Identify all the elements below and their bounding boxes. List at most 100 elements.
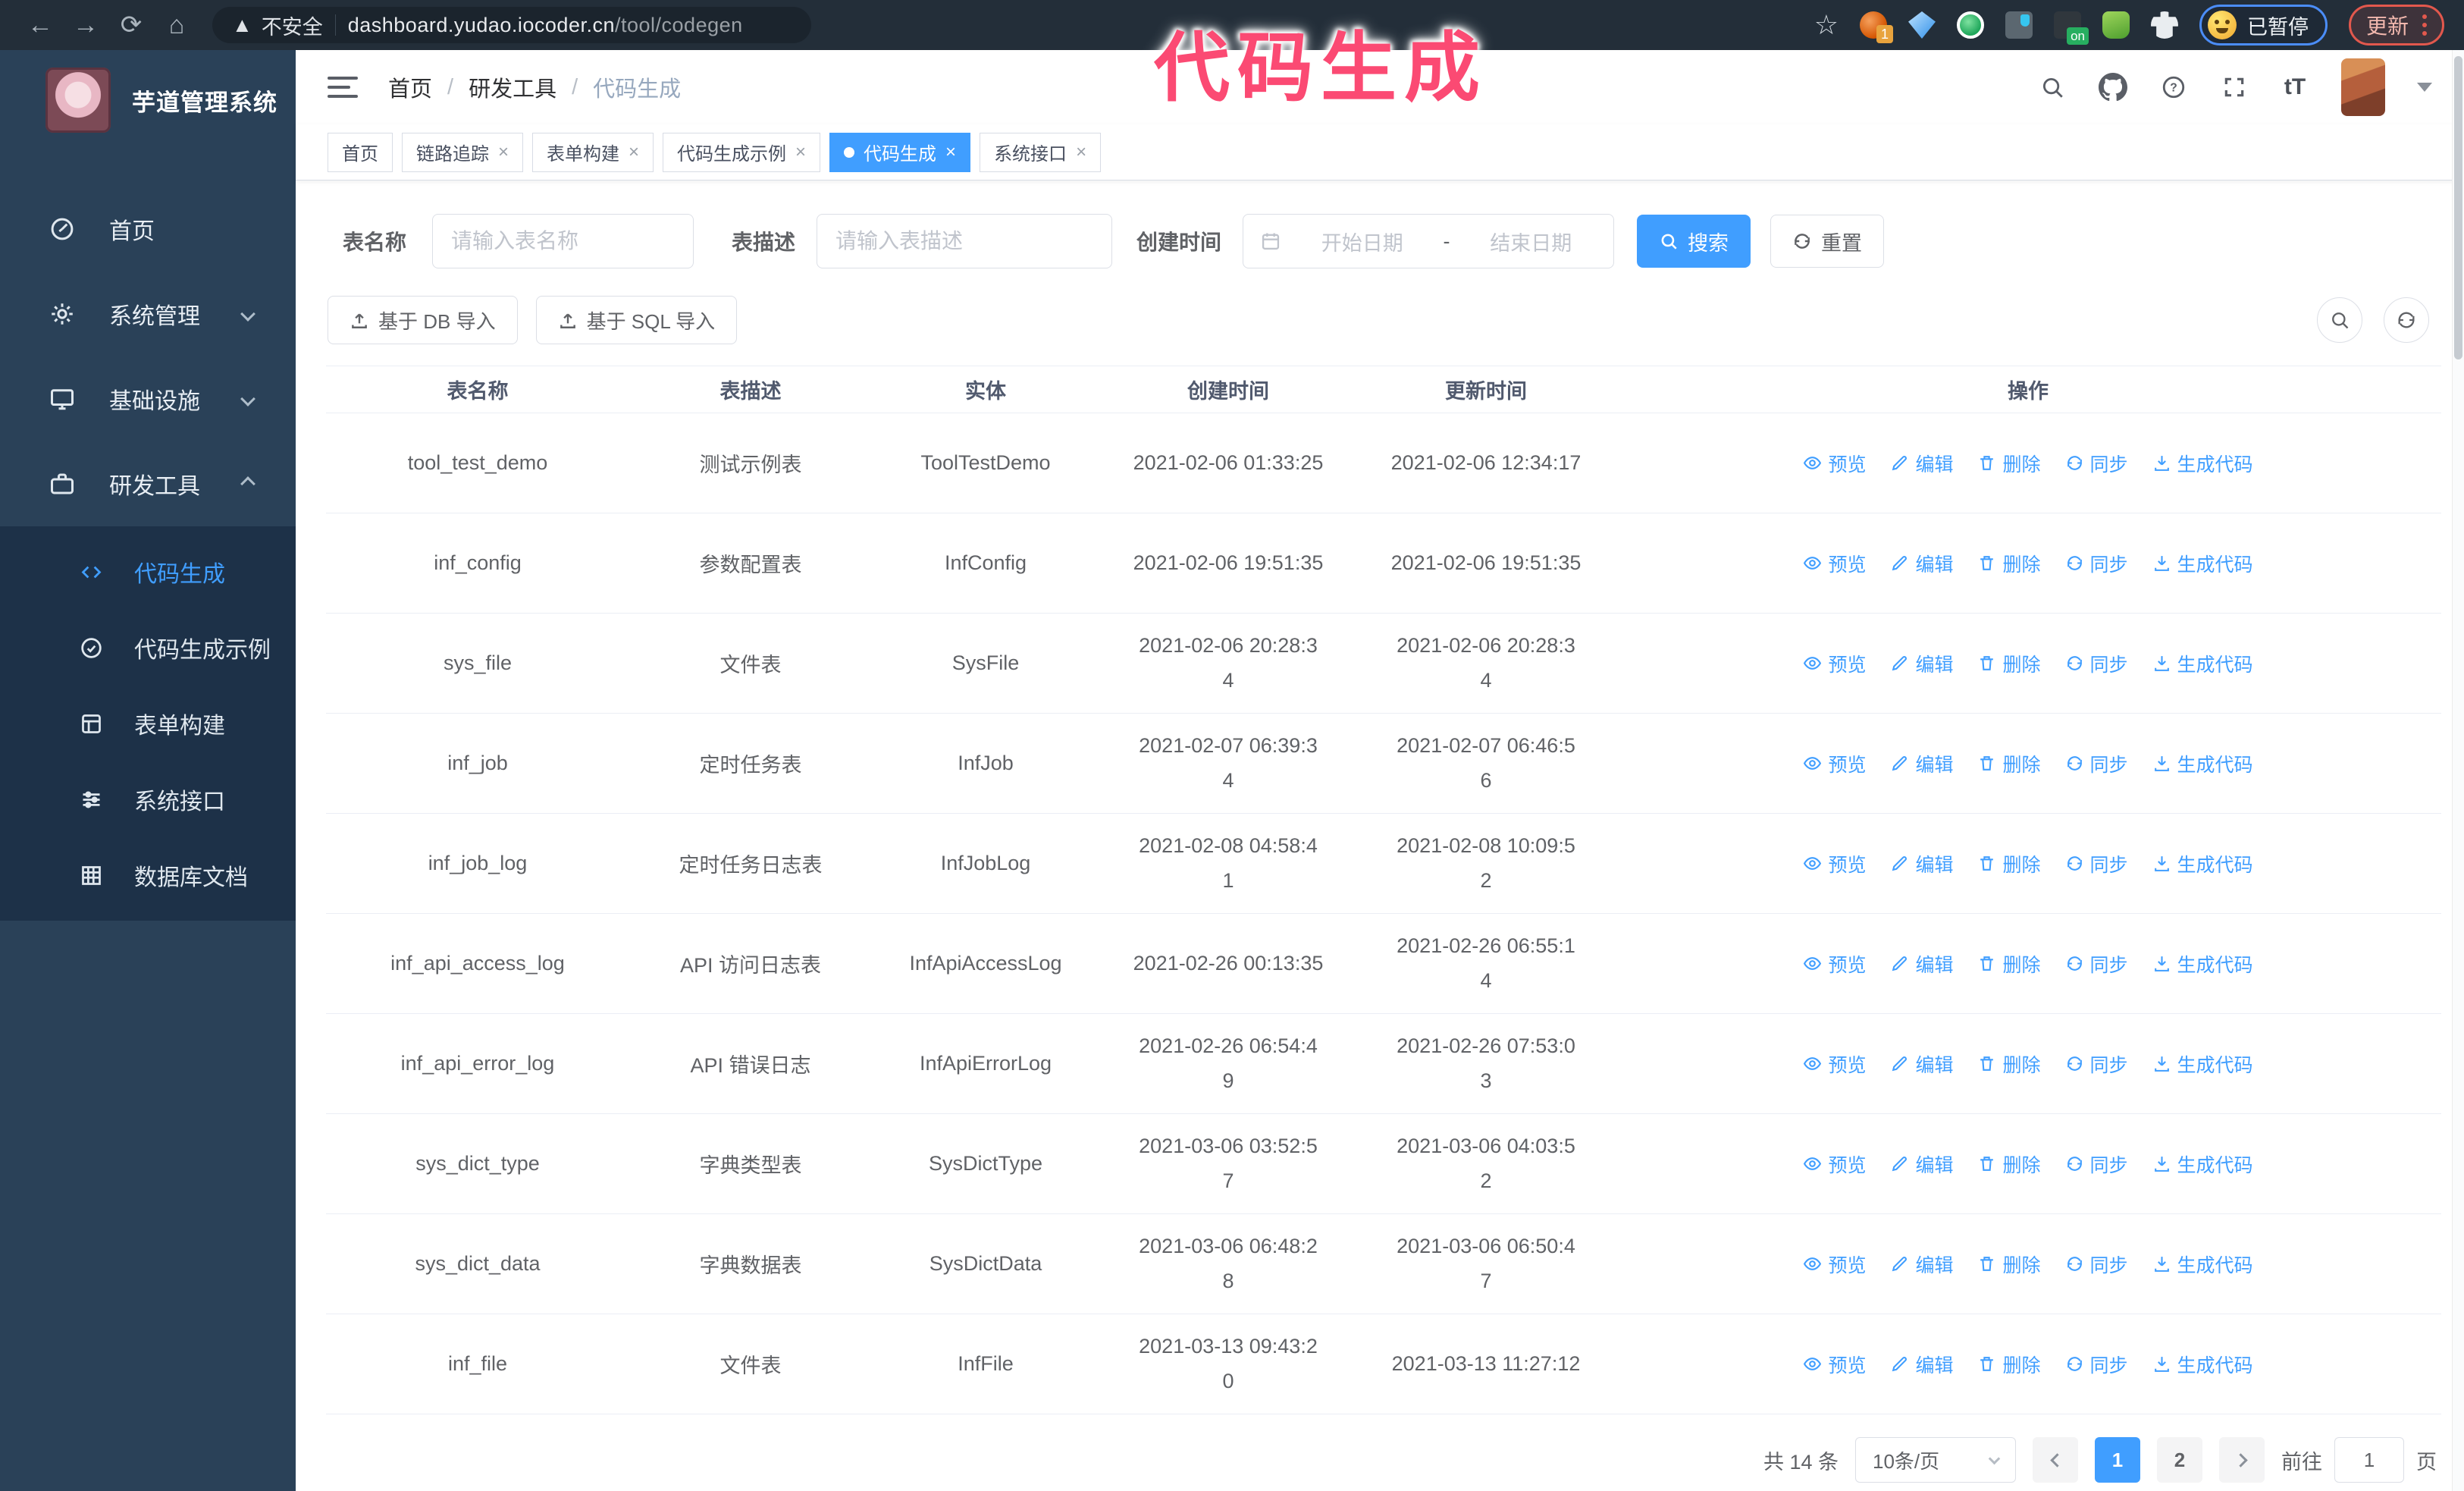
delete-link[interactable]: 删除 — [1977, 750, 2041, 777]
generate-code-link[interactable]: 生成代码 — [2152, 950, 2253, 978]
generate-code-link[interactable]: 生成代码 — [2152, 1351, 2253, 1378]
browser-update-button[interactable]: 更新 — [2348, 5, 2444, 46]
sidebar-item-home[interactable]: 首页 — [0, 187, 296, 272]
delete-link[interactable]: 删除 — [1977, 850, 2041, 877]
preview-link[interactable]: 预览 — [1803, 750, 1866, 777]
sidebar-item-codegen-example[interactable]: 代码生成示例 — [0, 610, 296, 686]
site-security-chip[interactable]: ▲ 不安全 — [232, 11, 323, 40]
fullscreen-icon[interactable] — [2220, 73, 2249, 102]
import-sql-button[interactable]: 基于 SQL 导入 — [535, 296, 738, 344]
table-name-input[interactable] — [432, 214, 694, 268]
sidebar-item-system-api[interactable]: 系统接口 — [0, 761, 296, 837]
table-row[interactable]: inf_config 参数配置表 InfConfig 2021-02-06 19… — [326, 513, 2441, 614]
generate-code-link[interactable]: 生成代码 — [2152, 650, 2253, 677]
delete-link[interactable]: 删除 — [1977, 550, 2041, 577]
date-range-picker[interactable]: 开始日期 - 结束日期 — [1243, 214, 1615, 268]
extension-icon[interactable] — [2102, 11, 2130, 39]
generate-code-link[interactable]: 生成代码 — [2152, 850, 2253, 877]
sidebar-item-db-doc[interactable]: 数据库文档 — [0, 837, 296, 913]
browser-back-button[interactable]: ← — [27, 10, 53, 39]
table-row[interactable]: sys_file 文件表 SysFile 2021-02-06 20:28:3 … — [326, 614, 2441, 714]
tab-codegen[interactable]: 代码生成 × — [829, 132, 971, 172]
generate-code-link[interactable]: 生成代码 — [2152, 1251, 2253, 1278]
table-row[interactable]: sys_dict_type 字典类型表 SysDictType 2021-03-… — [326, 1114, 2441, 1214]
delete-link[interactable]: 删除 — [1977, 950, 2041, 978]
tab-home[interactable]: 首页 — [328, 132, 393, 172]
github-icon[interactable] — [2099, 73, 2127, 102]
sync-link[interactable]: 同步 — [2065, 950, 2128, 978]
window-scrollbar[interactable] — [2452, 50, 2464, 1491]
reset-button[interactable]: 重置 — [1770, 215, 1885, 268]
import-db-button[interactable]: 基于 DB 导入 — [328, 296, 518, 344]
table-desc-input[interactable] — [817, 214, 1113, 268]
sync-link[interactable]: 同步 — [2065, 450, 2128, 477]
preview-link[interactable]: 预览 — [1803, 1150, 1866, 1178]
search-button[interactable]: 搜索 — [1637, 215, 1751, 268]
browser-reload-button[interactable]: ⟳ — [120, 11, 143, 39]
edit-link[interactable]: 编辑 — [1890, 650, 1953, 677]
search-icon[interactable] — [2038, 73, 2067, 102]
edit-link[interactable]: 编辑 — [1890, 550, 1953, 577]
font-size-icon[interactable]: tT — [2284, 74, 2306, 99]
extension-icon[interactable] — [1908, 11, 1936, 39]
goto-page-input[interactable] — [2334, 1437, 2404, 1483]
edit-link[interactable]: 编辑 — [1890, 850, 1953, 877]
extension-icon[interactable]: on — [2053, 11, 2089, 45]
preview-link[interactable]: 预览 — [1803, 450, 1866, 477]
refresh-table-button[interactable] — [2384, 297, 2429, 343]
table-row[interactable]: tool_test_demo 测试示例表 ToolTestDemo 2021-0… — [326, 413, 2441, 513]
delete-link[interactable]: 删除 — [1977, 1351, 2041, 1378]
tab-tracing[interactable]: 链路追踪 × — [402, 132, 524, 172]
extensions-puzzle-icon[interactable] — [2150, 11, 2178, 39]
app-logo-row[interactable]: 芋道管理系统 — [0, 50, 296, 150]
generate-code-link[interactable]: 生成代码 — [2152, 550, 2253, 577]
sync-link[interactable]: 同步 — [2065, 1251, 2128, 1278]
sidebar-item-codegen[interactable]: 代码生成 — [0, 534, 296, 610]
close-icon[interactable]: × — [1076, 141, 1087, 162]
edit-link[interactable]: 编辑 — [1890, 1150, 1953, 1178]
generate-code-link[interactable]: 生成代码 — [2152, 1050, 2253, 1078]
table-row[interactable]: inf_api_error_log API 错误日志 InfApiErrorLo… — [326, 1014, 2441, 1114]
preview-link[interactable]: 预览 — [1803, 950, 1866, 978]
sidebar-item-system[interactable]: 系统管理 — [0, 272, 296, 356]
browser-home-button[interactable]: ⌂ — [168, 10, 185, 39]
scrollbar-thumb[interactable] — [2454, 56, 2462, 359]
bookmark-star-icon[interactable]: ☆ — [1814, 9, 1839, 40]
tab-form-builder[interactable]: 表单构建 × — [532, 132, 654, 172]
sync-link[interactable]: 同步 — [2065, 650, 2128, 677]
generate-code-link[interactable]: 生成代码 — [2152, 1150, 2253, 1178]
page-button-2[interactable]: 2 — [2157, 1437, 2202, 1483]
profile-paused-badge[interactable]: 已暂停 — [2199, 5, 2328, 46]
edit-link[interactable]: 编辑 — [1890, 1050, 1953, 1078]
preview-link[interactable]: 预览 — [1803, 650, 1866, 677]
sidebar-item-devtools[interactable]: 研发工具 — [0, 441, 296, 526]
delete-link[interactable]: 删除 — [1977, 1050, 2041, 1078]
help-icon[interactable]: ? — [2159, 73, 2188, 102]
avatar-caret-icon[interactable] — [2417, 83, 2432, 92]
sidebar-item-infra[interactable]: 基础设施 — [0, 356, 296, 441]
extension-icon[interactable] — [2005, 11, 2033, 39]
hamburger-icon[interactable] — [328, 77, 358, 98]
table-row[interactable]: inf_job 定时任务表 InfJob 2021-02-07 06:39:3 … — [326, 714, 2441, 814]
edit-link[interactable]: 编辑 — [1890, 1351, 1953, 1378]
sync-link[interactable]: 同步 — [2065, 550, 2128, 577]
close-icon[interactable]: × — [629, 141, 640, 162]
sync-link[interactable]: 同步 — [2065, 1351, 2128, 1378]
kebab-menu-icon[interactable] — [2422, 14, 2427, 36]
breadcrumb-home[interactable]: 首页 — [388, 77, 433, 102]
next-page-button[interactable] — [2219, 1437, 2265, 1483]
edit-link[interactable]: 编辑 — [1890, 450, 1953, 477]
close-icon[interactable]: × — [945, 141, 957, 162]
toggle-search-button[interactable] — [2317, 297, 2362, 343]
close-icon[interactable]: × — [795, 141, 807, 162]
sync-link[interactable]: 同步 — [2065, 1150, 2128, 1178]
breadcrumb-devtools[interactable]: 研发工具 — [469, 77, 557, 102]
close-icon[interactable]: × — [498, 141, 509, 162]
edit-link[interactable]: 编辑 — [1890, 950, 1953, 978]
user-avatar[interactable] — [2341, 58, 2385, 116]
browser-forward-button[interactable]: → — [73, 10, 99, 39]
edit-link[interactable]: 编辑 — [1890, 1251, 1953, 1278]
delete-link[interactable]: 删除 — [1977, 1251, 2041, 1278]
sync-link[interactable]: 同步 — [2065, 1050, 2128, 1078]
tab-codegen-example[interactable]: 代码生成示例 × — [663, 132, 821, 172]
